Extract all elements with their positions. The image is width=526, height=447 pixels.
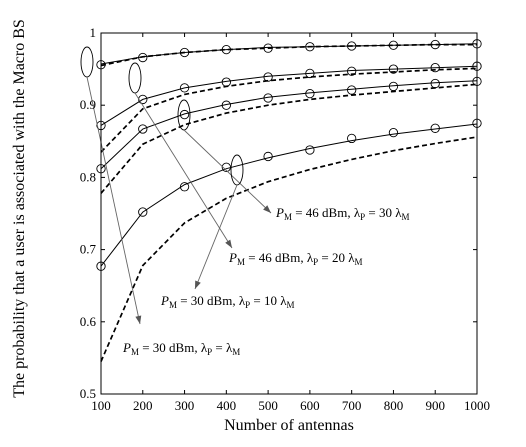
- data-point-marker: [347, 41, 357, 51]
- data-point-marker: [388, 81, 399, 92]
- annotation-label: PM = 30 dBm, λP = 10 λM: [160, 293, 295, 310]
- data-point-marker: [179, 109, 190, 120]
- data-point-marker: [221, 162, 231, 172]
- data-point-marker: [430, 39, 440, 50]
- annotation-label: PM = 46 dBm, λP = 20 λM: [228, 250, 363, 267]
- annotation-ellipse: [80, 46, 94, 78]
- series-line-dashed: [100, 136, 478, 362]
- axis-ticks-layer: 100 200 300 400 500 600 700 800 900 1000 0.5 0.6 0.7…: [80, 25, 490, 413]
- data-point-marker: [179, 47, 190, 58]
- x-axis-title: Number of antennas: [224, 417, 354, 434]
- plot-frame: [100, 32, 478, 395]
- y-tick-label: 0.6: [80, 314, 97, 329]
- annotation-arrow: [86, 76, 141, 325]
- x-tick-label: 800: [384, 398, 404, 413]
- annotation-arrowhead: [135, 315, 142, 324]
- series-line-solid: [100, 65, 478, 126]
- annotation-arrowhead: [263, 205, 271, 213]
- data-point-marker: [263, 93, 273, 103]
- y-axis-title: The probability that a user is associate…: [11, 19, 28, 398]
- data-point-marker: [179, 83, 190, 93]
- series-line-dashed: [100, 43, 477, 67]
- data-point-marker: [430, 63, 440, 73]
- data-point-marker: [138, 124, 148, 134]
- plot-markers-layer: [96, 39, 482, 271]
- data-point-marker: [221, 100, 231, 110]
- data-point-marker: [221, 44, 231, 55]
- y-tick-label: 1: [90, 25, 97, 40]
- data-point-marker: [179, 182, 190, 192]
- x-tick-label: 100: [91, 398, 111, 413]
- annotation-arrow: [194, 184, 238, 290]
- annotation-arrowhead: [195, 280, 201, 289]
- x-tick-label: 600: [300, 398, 320, 413]
- annotation-ellipse: [128, 62, 142, 94]
- series-line-solid: [100, 80, 478, 170]
- data-point-marker: [221, 77, 231, 87]
- data-point-marker: [305, 68, 315, 79]
- plot-series-layer: [100, 43, 478, 362]
- data-point-marker: [305, 145, 315, 155]
- data-point-marker: [347, 85, 357, 95]
- x-tick-label: 700: [342, 398, 362, 413]
- data-point-marker: [138, 52, 148, 63]
- x-tick-label: 400: [217, 398, 237, 413]
- annotation-label: PM = 30 dBm, λP = λM: [122, 340, 240, 357]
- annotation-layer: PM = 46 dBm, λP = 30 λM PM = 46 dBm, λP =…: [80, 46, 410, 357]
- annotation-arrowhead: [225, 239, 232, 248]
- series-line-dashed: [100, 83, 478, 194]
- y-tick-label: 0.5: [80, 386, 96, 401]
- data-point-marker: [430, 123, 440, 133]
- series-line-solid: [100, 123, 478, 267]
- data-point-marker: [263, 72, 273, 82]
- data-point-marker: [305, 88, 315, 99]
- data-point-marker: [388, 127, 399, 138]
- annotation-arrow: [134, 92, 233, 249]
- x-tick-label: 200: [133, 398, 153, 413]
- annotation-ellipse: [177, 99, 191, 131]
- series-line-dashed: [100, 67, 478, 153]
- data-point-marker: [263, 151, 273, 162]
- annotation-arrow: [183, 129, 272, 214]
- annotation-label: PM = 46 dBm, λP = 30 λM: [275, 205, 410, 222]
- x-tick-label: 1000: [464, 398, 490, 413]
- x-tick-label: 300: [175, 398, 195, 413]
- data-point-marker: [347, 66, 357, 76]
- data-point-marker: [138, 207, 148, 217]
- y-tick-label: 0.9: [80, 97, 96, 112]
- data-point-marker: [263, 43, 273, 53]
- x-tick-label: 500: [258, 398, 278, 413]
- data-point-marker: [347, 133, 357, 144]
- data-point-marker: [430, 78, 440, 89]
- series-line-solid: [100, 43, 478, 65]
- y-tick-label: 0.7: [80, 242, 97, 257]
- data-point-marker: [305, 42, 315, 52]
- y-tick-label: 0.8: [80, 169, 96, 184]
- data-point-marker: [388, 64, 399, 74]
- x-tick-label: 900: [425, 398, 445, 413]
- data-point-marker: [388, 40, 399, 50]
